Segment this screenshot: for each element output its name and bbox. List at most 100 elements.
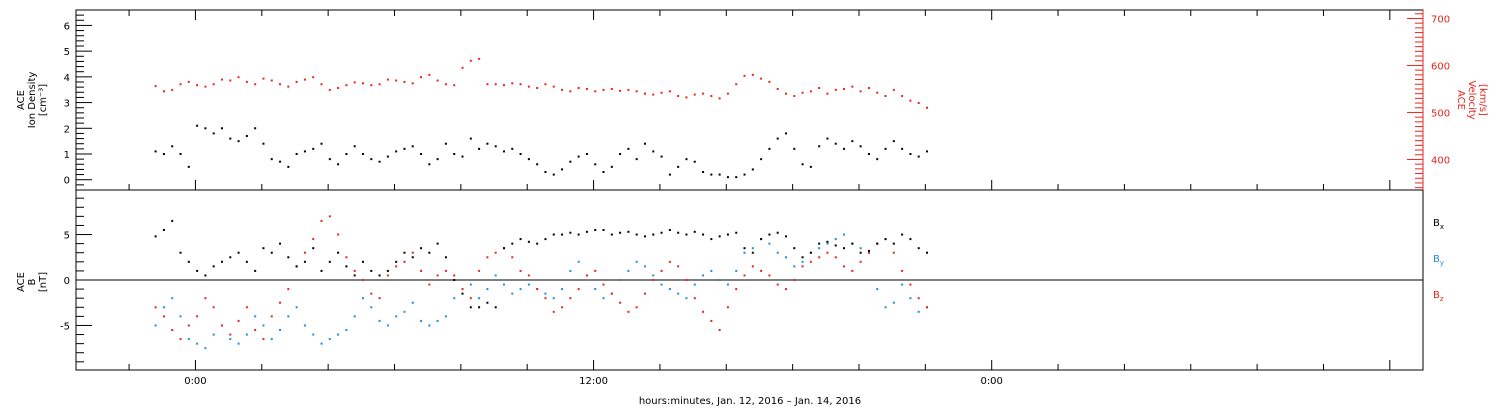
by-point [303, 324, 306, 327]
by-point [237, 342, 240, 345]
velocity-point [229, 79, 232, 82]
bx-point [303, 260, 306, 263]
bz-point [751, 265, 754, 268]
by-point [826, 242, 829, 245]
bx-point [851, 242, 854, 245]
velocity-point [212, 83, 215, 86]
bx-point [229, 256, 232, 259]
velocity-point [801, 91, 804, 94]
velocity-point [245, 80, 248, 83]
by-point [502, 283, 505, 286]
bz-point [594, 269, 597, 272]
b-axis-title-line2: B [27, 278, 38, 285]
by-point [345, 329, 348, 331]
velocity-point [834, 88, 837, 91]
bx-point [345, 265, 348, 268]
x-axis-title: hours:minutes, Jan. 12, 2016 – Jan. 14, … [639, 396, 861, 407]
density-point [776, 137, 779, 140]
bz-point [262, 338, 265, 341]
density-point [627, 147, 630, 150]
velocity-point [851, 85, 854, 88]
density-tick-label: 4 [64, 73, 70, 84]
by-point [685, 297, 688, 300]
velocity-point [420, 76, 423, 79]
bz-point [726, 306, 729, 309]
velocity-point [196, 84, 199, 87]
bz-point [627, 310, 630, 313]
density-point [436, 158, 439, 161]
density-point [196, 124, 199, 127]
bz-point [793, 279, 796, 281]
x-tick-label: 12:00 [579, 376, 608, 387]
velocity-point [909, 99, 912, 102]
density-point [909, 153, 912, 155]
bz-point [486, 256, 489, 259]
by-point [245, 333, 248, 336]
bx-point [204, 274, 207, 277]
density-point [204, 127, 207, 130]
density-point [710, 173, 713, 176]
legend-by: By [1433, 254, 1444, 267]
by-point [776, 251, 779, 254]
velocity-point [876, 91, 879, 94]
velocity-point [411, 82, 414, 85]
bx-point [826, 240, 829, 243]
velocity-point [768, 80, 771, 83]
bx-point [834, 244, 837, 247]
density-point [735, 176, 738, 179]
velocity-axis-title-line1: ACE [1455, 90, 1466, 110]
by-point [660, 283, 663, 286]
density-point [760, 158, 763, 161]
bz-point [925, 306, 928, 309]
bx-point [884, 238, 887, 241]
by-point [843, 233, 846, 236]
by-point [643, 265, 646, 268]
velocity-point [345, 84, 348, 87]
by-point [561, 288, 564, 291]
velocity-point [867, 87, 870, 90]
velocity-point [287, 85, 290, 88]
bx-point [925, 251, 928, 254]
velocity-series [154, 57, 928, 109]
bx-point [859, 251, 862, 254]
velocity-point [361, 82, 364, 85]
bz-point [909, 283, 912, 286]
bz-point [312, 238, 315, 241]
bx-point [378, 274, 381, 277]
velocity-point [453, 84, 456, 87]
bz-point [743, 274, 746, 277]
by-point [677, 292, 680, 295]
velocity-point [519, 83, 522, 86]
bz-point [420, 269, 423, 272]
density-point [876, 158, 879, 161]
bz-point [353, 269, 356, 272]
bz-point [851, 269, 854, 272]
density-point [312, 147, 315, 150]
velocity-point [901, 95, 904, 98]
bx-point [643, 235, 646, 238]
bx-point [494, 306, 497, 309]
bz-point [220, 324, 223, 327]
velocity-point [569, 90, 572, 93]
bx-point [693, 230, 696, 233]
by-point [702, 274, 705, 277]
velocity-axis-title-line2: Velocity [1466, 80, 1477, 119]
bz-point [544, 297, 547, 300]
by-point [279, 329, 282, 331]
velocity-tick-label: 600 [1431, 61, 1450, 72]
bz-point [826, 251, 829, 254]
velocity-point [577, 87, 580, 90]
bz-series [154, 215, 928, 341]
bx-point [179, 251, 182, 254]
by-point [361, 297, 364, 300]
density-point [171, 145, 174, 148]
density-point [270, 158, 273, 161]
bz-point [395, 265, 398, 268]
bx-point [569, 231, 572, 234]
bx-point [511, 242, 514, 245]
density-point [585, 153, 588, 155]
density-point [254, 127, 257, 130]
by-point [710, 269, 713, 272]
velocity-point [892, 88, 895, 91]
density-point [809, 165, 812, 168]
